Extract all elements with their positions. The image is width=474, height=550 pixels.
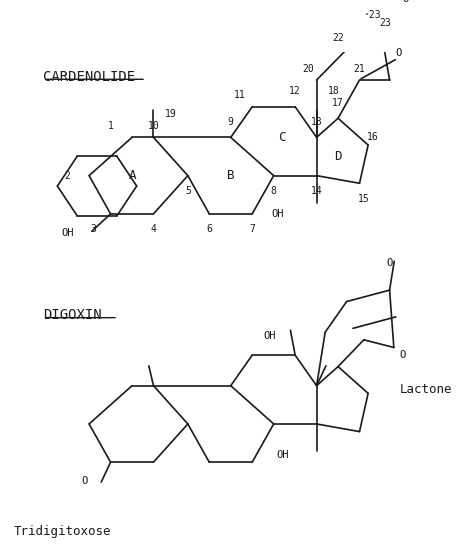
- Text: 11: 11: [234, 90, 245, 100]
- Text: C: C: [279, 131, 286, 144]
- Text: CARDENOLIDE: CARDENOLIDE: [44, 70, 136, 84]
- Text: Tridigitoxose: Tridigitoxose: [13, 525, 111, 538]
- Text: 23: 23: [379, 18, 391, 28]
- Text: OH: OH: [272, 209, 284, 219]
- Text: 7: 7: [249, 224, 255, 234]
- Text: OH: OH: [263, 331, 275, 341]
- Text: 8: 8: [271, 186, 277, 196]
- Text: Lactone: Lactone: [400, 383, 452, 396]
- Text: 10: 10: [147, 121, 159, 131]
- Text: 22: 22: [332, 33, 344, 43]
- Text: 12: 12: [289, 86, 301, 96]
- Text: 4: 4: [151, 224, 156, 234]
- Text: O: O: [386, 258, 392, 268]
- Text: 13: 13: [311, 117, 322, 127]
- Text: 15: 15: [358, 194, 370, 204]
- Text: OH: OH: [62, 228, 74, 238]
- Text: 20: 20: [302, 64, 314, 74]
- Text: O: O: [82, 476, 88, 486]
- Text: O: O: [395, 48, 401, 58]
- Text: O: O: [399, 350, 406, 360]
- Text: O: O: [402, 0, 409, 3]
- Text: 3: 3: [91, 224, 96, 234]
- Text: 16: 16: [366, 133, 378, 142]
- Text: 19: 19: [165, 109, 176, 119]
- Text: A: A: [128, 169, 136, 182]
- Text: ·23: ·23: [364, 10, 381, 20]
- Text: 1: 1: [108, 121, 113, 131]
- Text: D: D: [334, 150, 342, 163]
- Text: 17: 17: [332, 98, 344, 108]
- Text: DIGOXIN: DIGOXIN: [44, 308, 102, 322]
- Text: 5: 5: [185, 186, 191, 196]
- Text: 6: 6: [206, 224, 212, 234]
- Text: 14: 14: [311, 186, 322, 196]
- Text: OH: OH: [276, 449, 289, 460]
- Text: B: B: [227, 169, 235, 182]
- Text: 9: 9: [228, 117, 234, 127]
- Text: 21: 21: [354, 64, 365, 74]
- Text: 18: 18: [328, 86, 340, 96]
- Text: 2: 2: [65, 170, 71, 180]
